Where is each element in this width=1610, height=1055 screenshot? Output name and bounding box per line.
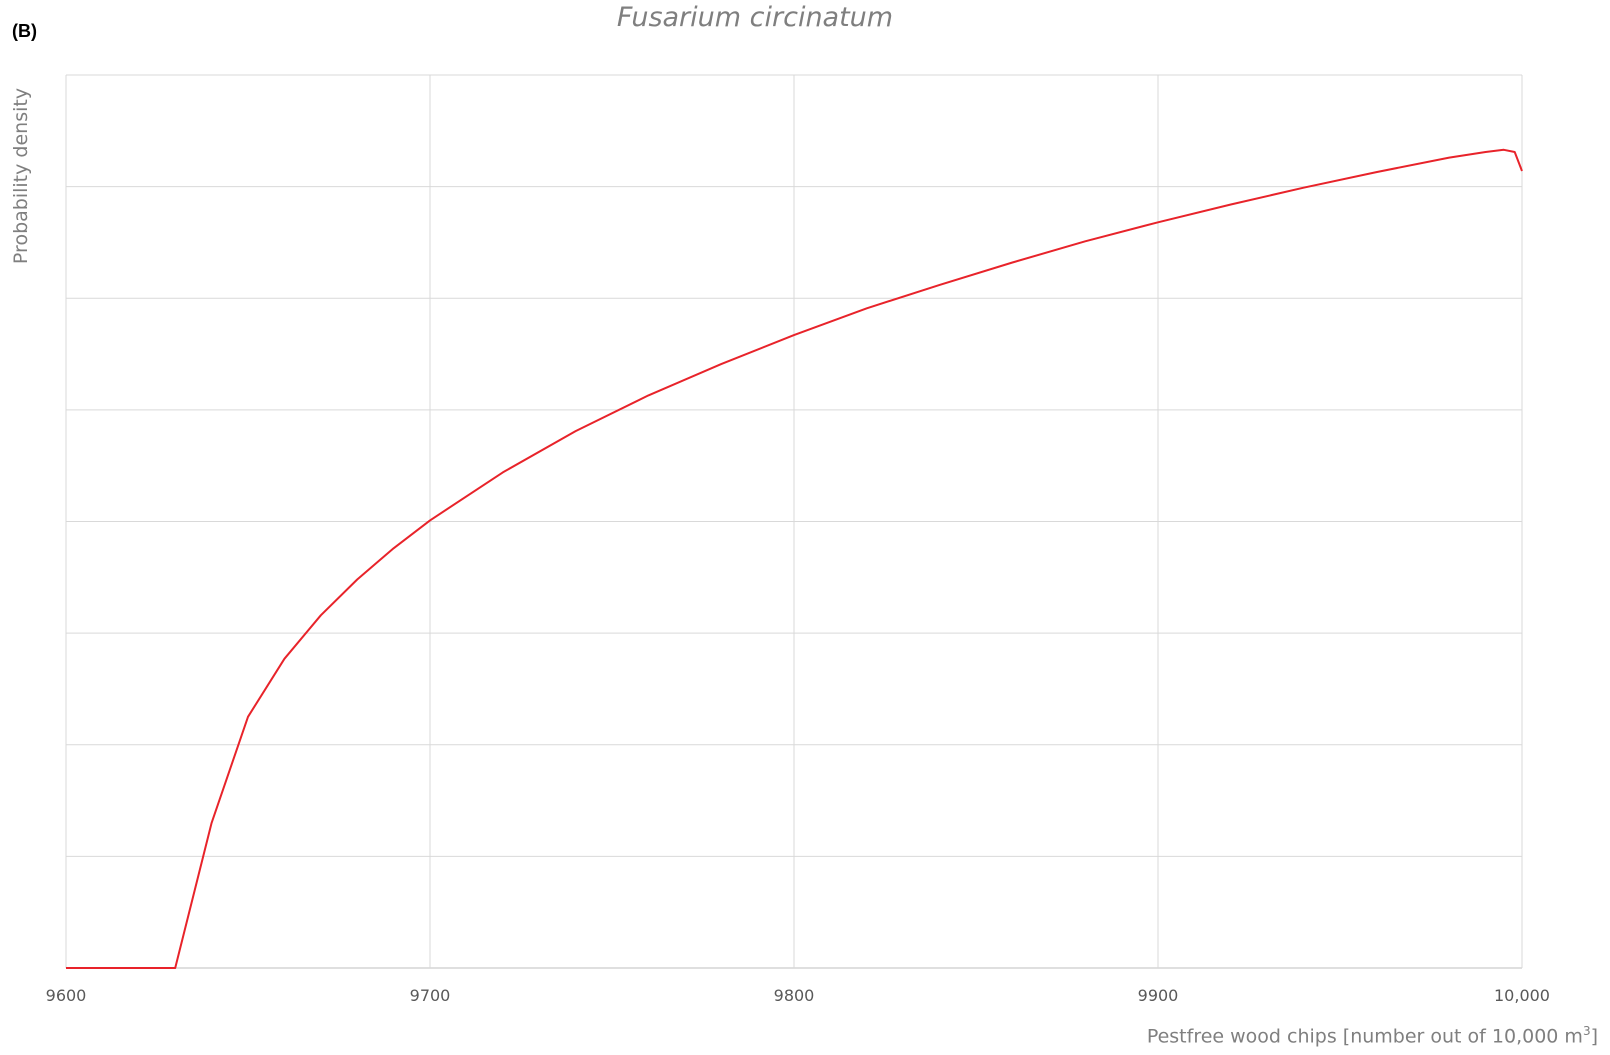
chart-title: Fusarium circinatum (616, 2, 894, 33)
x-tick-label: 9800 (774, 986, 815, 1005)
x-tick-label: 9600 (46, 986, 87, 1005)
x-axis-label-text: Pestfree wood chips [number out of 10,00… (1146, 1025, 1583, 1048)
x-tick-label: 9700 (410, 986, 451, 1005)
x-axis-label-superscript: 3 (1582, 1024, 1591, 1038)
series-line-1 (66, 148, 1523, 969)
x-axis-label-end: ] (1590, 1025, 1598, 1048)
x-axis-label: Pestfree wood chips [number out of 10,00… (1147, 1024, 1598, 1047)
x-tick-label: 10,000 (1494, 986, 1550, 1005)
panel-label: (B) (12, 21, 37, 41)
x-tick-label: 9900 (1138, 986, 1179, 1005)
